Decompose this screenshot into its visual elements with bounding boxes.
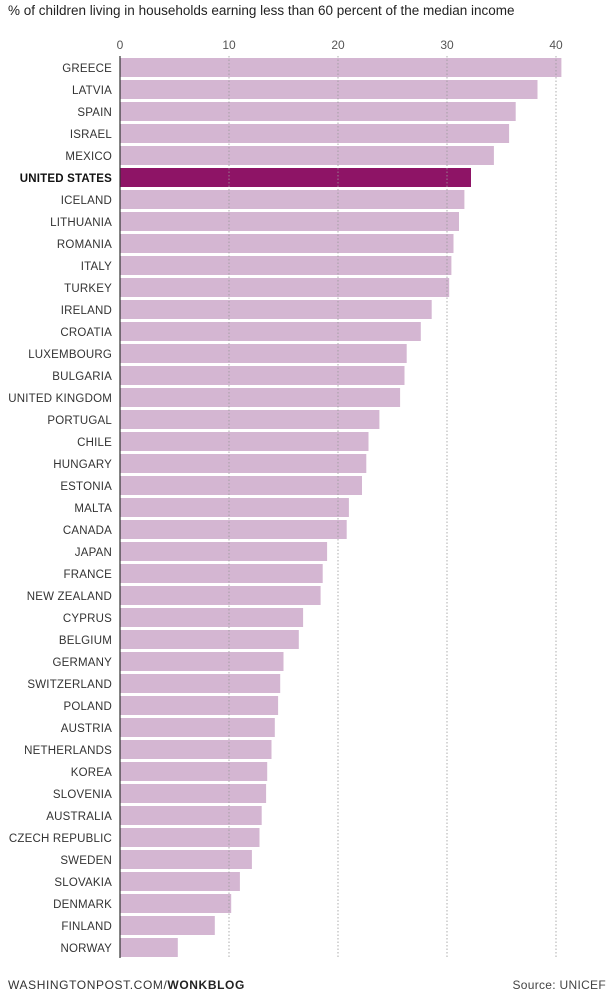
category-label: NETHERLANDS	[24, 745, 112, 757]
bar-italy	[120, 256, 452, 275]
bar-switzerland	[120, 674, 281, 693]
category-label: AUSTRALIA	[46, 811, 112, 823]
footer-site: WASHINGTONPOST.COM/	[8, 978, 168, 992]
bar-ireland	[120, 300, 432, 319]
category-label: ITALY	[81, 261, 112, 273]
category-label: SWITZERLAND	[27, 679, 112, 691]
category-label: NORWAY	[61, 943, 113, 955]
bar-poland	[120, 696, 279, 715]
bar-luxembourg	[120, 344, 407, 363]
bar-lithuania	[120, 212, 459, 231]
x-tick-label: 0	[117, 38, 124, 52]
bar-greece	[120, 58, 562, 77]
bar-sweden	[120, 850, 252, 869]
bar-slovakia	[120, 872, 240, 891]
bar-norway	[120, 938, 178, 957]
bar-bulgaria	[120, 366, 405, 385]
bar-austria	[120, 718, 275, 737]
bar-portugal	[120, 410, 380, 429]
category-label: LITHUANIA	[50, 217, 112, 229]
category-label: SLOVAKIA	[54, 877, 112, 889]
category-label: TURKEY	[64, 283, 112, 295]
footer-credit: Source: UNICEF	[512, 978, 606, 992]
category-label: CHILE	[77, 437, 112, 449]
bar-estonia	[120, 476, 362, 495]
bars	[120, 58, 562, 957]
bar-canada	[120, 520, 347, 539]
bar-hungary	[120, 454, 367, 473]
category-label: BELGIUM	[59, 635, 112, 647]
category-label: SWEDEN	[60, 855, 112, 867]
tick-labels: 0 10 20 30 40	[117, 38, 563, 52]
category-label: CYPRUS	[63, 613, 112, 625]
bar-romania	[120, 234, 454, 253]
bar-chile	[120, 432, 369, 451]
category-label: GERMANY	[52, 657, 112, 669]
bar-turkey	[120, 278, 450, 297]
category-label: FINLAND	[61, 921, 112, 933]
bar-united-kingdom	[120, 388, 401, 407]
category-label: BULGARIA	[52, 371, 112, 383]
x-tick-label: 40	[549, 38, 563, 52]
category-labels: GREECE LATVIA SPAIN ISRAEL MEXICO UNITED STAT…	[8, 63, 112, 955]
category-label: FRANCE	[64, 569, 113, 581]
bar-malta	[120, 498, 349, 517]
footer-section: WONKBLOG	[167, 978, 245, 992]
bar-chart: 0 10 20 30 40 GREECE LATVIA SPAIN ISRAEL MEXICO U…	[8, 38, 563, 958]
bar-spain	[120, 102, 516, 121]
bar-czech-republic	[120, 828, 260, 847]
bar-slovenia	[120, 784, 267, 803]
category-label: CROATIA	[60, 327, 112, 339]
category-label: UNITED STATES	[20, 173, 112, 185]
category-label: POLAND	[64, 701, 113, 713]
footer-source: WASHINGTONPOST.COM/WONKBLOG	[8, 978, 245, 992]
bar-mexico	[120, 146, 494, 165]
bar-israel	[120, 124, 510, 143]
bar-croatia	[120, 322, 421, 341]
category-label: UNITED KINGDOM	[8, 393, 112, 405]
category-label: ESTONIA	[60, 481, 112, 493]
category-label: CANADA	[63, 525, 112, 537]
x-tick-label: 20	[331, 38, 345, 52]
bar-japan	[120, 542, 328, 561]
bar-belgium	[120, 630, 299, 649]
category-label: PORTUGAL	[47, 415, 112, 427]
category-label: ICELAND	[61, 195, 112, 207]
bar-australia	[120, 806, 262, 825]
category-label: IRELAND	[61, 305, 112, 317]
bar-germany	[120, 652, 284, 671]
category-label: GREECE	[62, 63, 112, 75]
category-label: ISRAEL	[70, 129, 113, 141]
bar-new-zealand	[120, 586, 321, 605]
bar-france	[120, 564, 323, 583]
category-label: JAPAN	[75, 547, 112, 559]
category-label: ROMANIA	[57, 239, 112, 251]
bar-netherlands	[120, 740, 272, 759]
bar-cyprus	[120, 608, 304, 627]
category-label: MEXICO	[65, 151, 112, 163]
category-label: SLOVENIA	[53, 789, 112, 801]
bar-korea	[120, 762, 268, 781]
category-label: CZECH REPUBLIC	[9, 833, 112, 845]
category-label: LUXEMBOURG	[28, 349, 112, 361]
x-tick-label: 30	[440, 38, 454, 52]
bar-finland	[120, 916, 215, 935]
category-label: MALTA	[74, 503, 112, 515]
bar-iceland	[120, 190, 465, 209]
category-label: DENMARK	[53, 899, 112, 911]
x-tick-label: 10	[222, 38, 236, 52]
bar-united-states	[120, 168, 471, 187]
bar-latvia	[120, 80, 538, 99]
category-label: AUSTRIA	[61, 723, 112, 735]
category-label: NEW ZEALAND	[27, 591, 112, 603]
category-label: KOREA	[71, 767, 112, 779]
category-label: LATVIA	[72, 85, 112, 97]
bar-denmark	[120, 894, 232, 913]
category-label: SPAIN	[77, 107, 112, 119]
category-label: HUNGARY	[53, 459, 112, 471]
chart-title: % of children living in households earni…	[8, 3, 515, 18]
